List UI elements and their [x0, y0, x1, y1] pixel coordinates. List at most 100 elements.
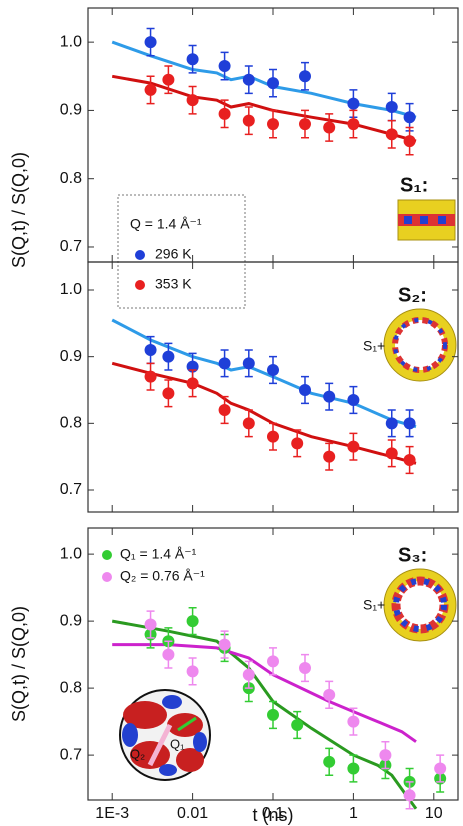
data-point — [323, 121, 336, 134]
data-point — [347, 394, 360, 406]
s3-icon — [383, 568, 457, 642]
data-point — [347, 715, 360, 728]
data-point — [144, 83, 157, 96]
x-tick-label: 1E-3 — [95, 805, 129, 822]
data-point — [385, 101, 398, 114]
data-point — [291, 437, 304, 450]
panel-prefix: S₁+ — [363, 597, 385, 613]
data-point — [144, 618, 157, 631]
y-tick-label: 0.9 — [60, 102, 82, 119]
data-point — [144, 370, 157, 383]
data-point — [298, 118, 311, 131]
data-point — [385, 417, 398, 430]
data-point — [323, 390, 336, 403]
y-tick-label: 0.7 — [60, 481, 82, 498]
legend-label: Q₁ = 1.4 Å⁻¹ — [120, 546, 197, 562]
data-point — [291, 718, 304, 731]
data-point — [267, 118, 279, 131]
data-point — [403, 417, 416, 430]
legend-marker — [102, 572, 112, 582]
x-tick-label: 0.1 — [262, 805, 284, 822]
data-point — [186, 53, 199, 66]
data-point — [186, 377, 199, 390]
legend-marker — [102, 550, 112, 560]
data-point — [242, 114, 255, 127]
data-point — [144, 344, 157, 356]
panel-prefix: S₁+ — [363, 338, 385, 354]
data-point — [347, 440, 360, 453]
data-point — [267, 364, 279, 376]
legend-marker — [135, 280, 145, 290]
y-tick-label: 1.0 — [60, 545, 82, 562]
y-tick-label: 0.8 — [60, 170, 82, 187]
s1-icon — [397, 199, 456, 241]
x-tick-label: 0.01 — [177, 805, 208, 822]
data-point — [162, 387, 175, 400]
data-point — [385, 128, 398, 141]
legend-label: 353 K — [155, 276, 192, 292]
data-point — [323, 450, 336, 463]
panel-label: S₃: — [398, 544, 427, 566]
data-point — [242, 668, 255, 681]
data-point — [218, 404, 231, 416]
data-point — [347, 97, 360, 110]
inset-label: Q₂ — [130, 746, 145, 761]
q-inset — [119, 689, 211, 781]
data-point — [347, 118, 360, 131]
data-point — [403, 111, 416, 124]
data-point — [242, 417, 255, 430]
y-tick-label: 0.8 — [60, 415, 82, 432]
data-point — [218, 107, 231, 120]
fit-line — [111, 40, 417, 119]
y-tick-label: 0.7 — [60, 238, 82, 255]
data-point — [298, 662, 311, 675]
data-point — [298, 70, 311, 83]
data-point — [403, 454, 416, 466]
inset-label: Q₁ — [170, 736, 185, 751]
data-point — [242, 73, 255, 86]
y-tick-label: 0.9 — [60, 612, 82, 629]
data-point — [323, 755, 336, 768]
panel-label: S₂: — [398, 284, 427, 306]
fit-line — [111, 361, 417, 465]
y-tick-label: 0.7 — [60, 746, 82, 763]
data-point — [218, 60, 231, 73]
legend-label: 296 K — [155, 246, 192, 262]
data-point — [403, 789, 416, 802]
data-point — [162, 648, 175, 661]
data-point — [162, 73, 175, 86]
data-point — [218, 357, 231, 370]
legend-label: Q₂ = 0.76 Å⁻¹ — [120, 568, 205, 584]
legend-title: Q = 1.4 Å⁻¹ — [130, 216, 202, 232]
data-point — [144, 36, 157, 49]
data-point — [186, 94, 199, 107]
data-point — [379, 749, 392, 762]
data-point — [218, 638, 231, 651]
s2-icon — [383, 308, 457, 382]
data-point — [434, 762, 447, 775]
x-axis-label: t (ns) — [252, 805, 293, 825]
data-point — [186, 665, 199, 678]
fit-line — [111, 318, 417, 429]
data-point — [267, 655, 279, 668]
data-point — [242, 357, 255, 370]
data-point — [267, 430, 279, 443]
data-point — [385, 447, 398, 460]
data-point — [186, 615, 199, 628]
data-point — [267, 77, 279, 90]
x-tick-label: 1 — [349, 805, 358, 822]
legend-marker — [135, 250, 145, 260]
y-tick-label: 1.0 — [60, 33, 82, 50]
y-tick-label: 1.0 — [60, 281, 82, 298]
y-axis-label: S(Q,t) / S(Q,0) — [9, 152, 29, 268]
panel-label: S₁: — [400, 174, 428, 196]
data-point — [347, 762, 360, 775]
data-point — [298, 384, 311, 396]
y-tick-label: 0.9 — [60, 348, 82, 365]
fit-line — [112, 643, 417, 743]
y-axis-label: S(Q,t) / S(Q,0) — [9, 606, 29, 722]
fit-line — [111, 74, 417, 143]
data-point — [323, 688, 336, 701]
data-point — [162, 350, 175, 363]
